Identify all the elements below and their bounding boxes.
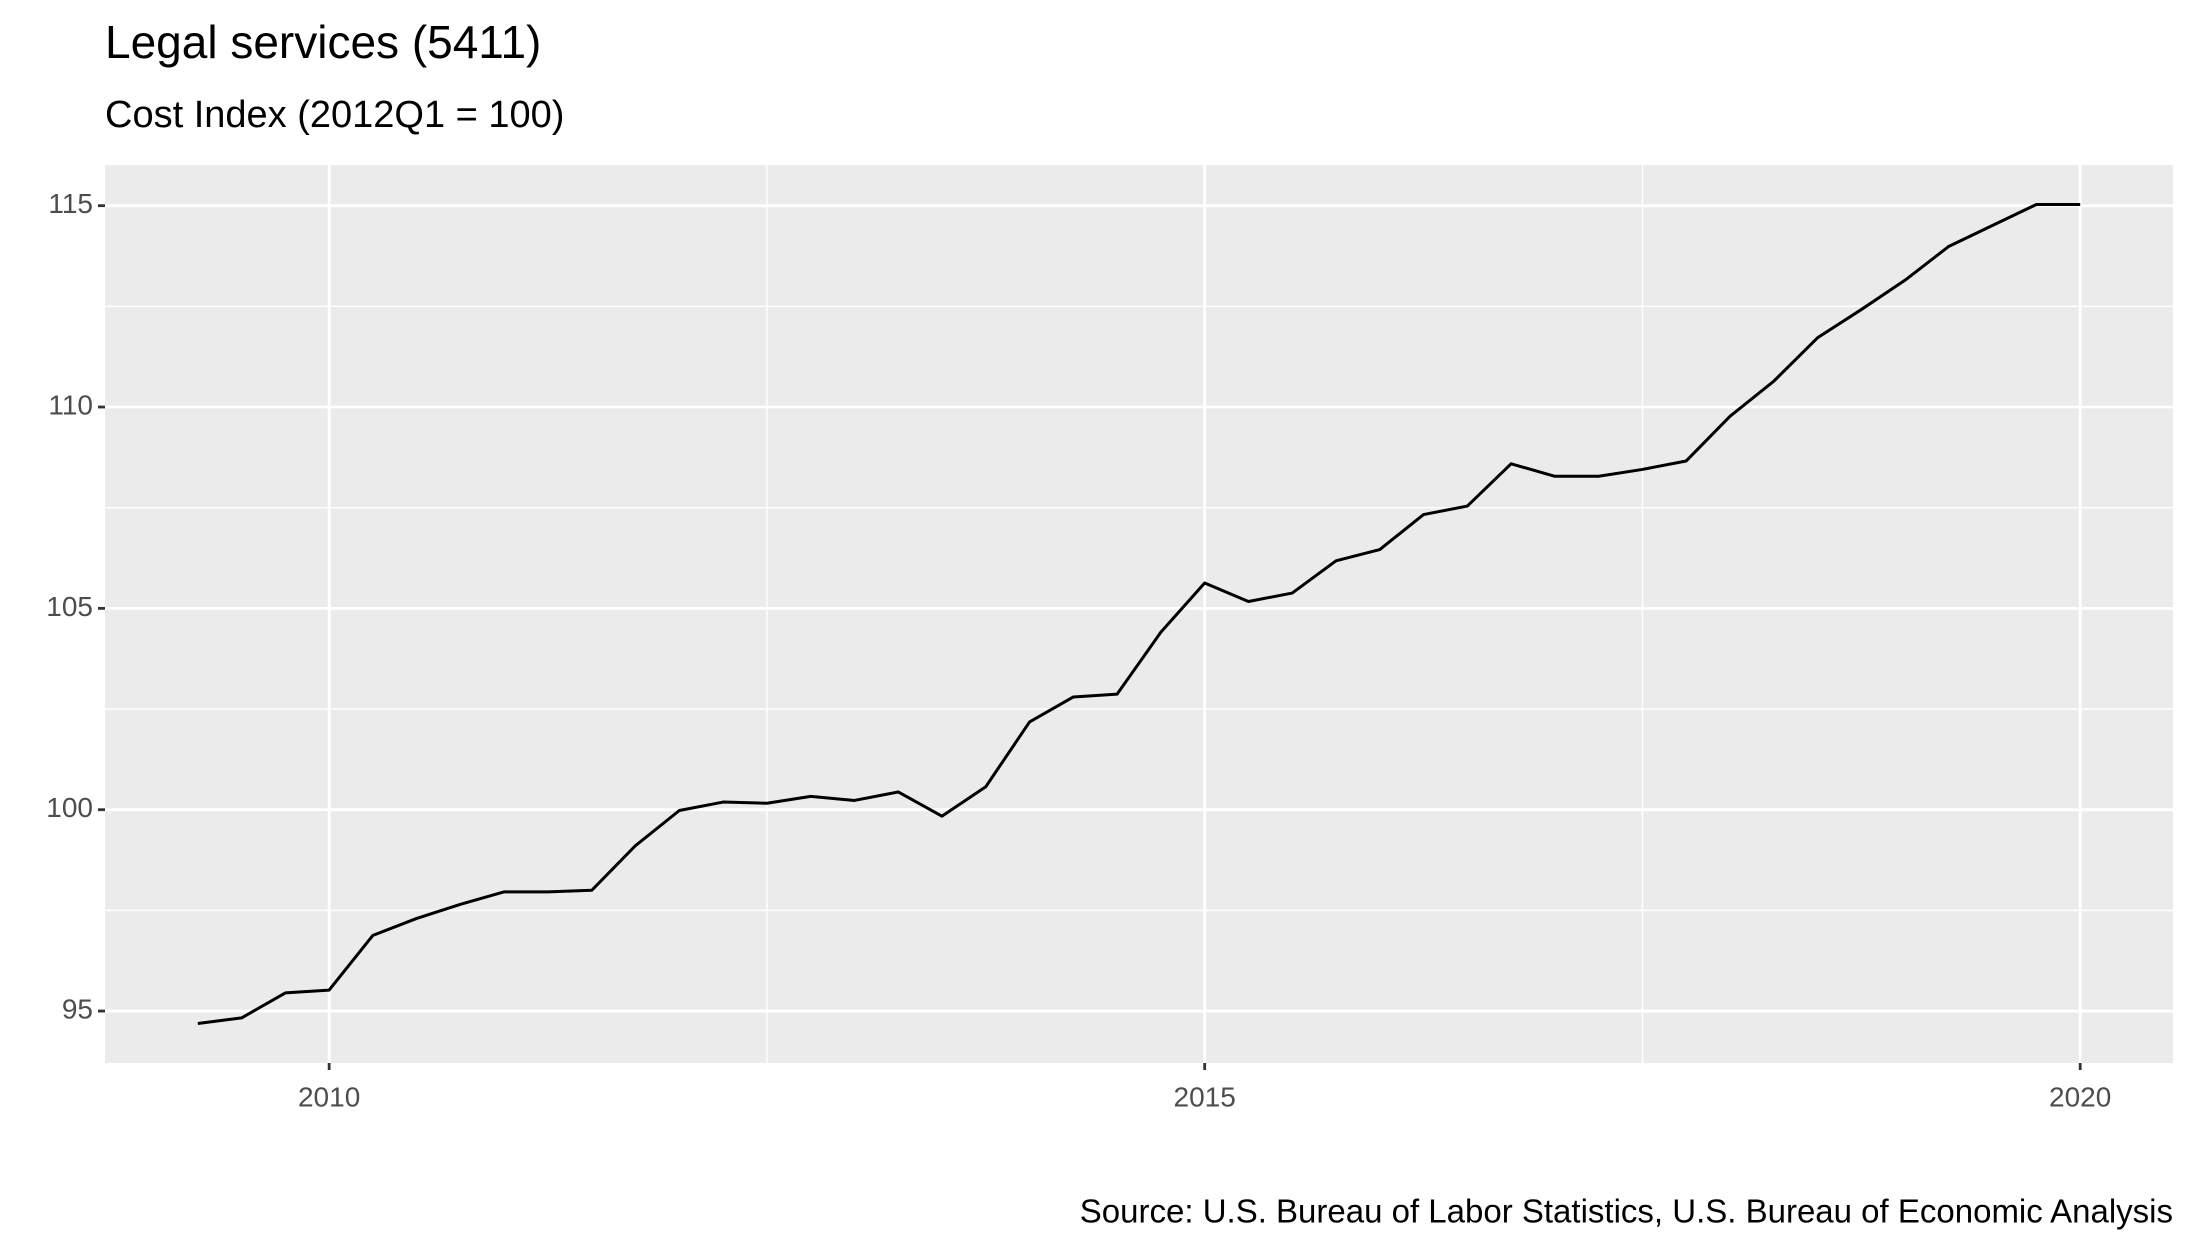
chart-title: Legal services (5411)	[105, 16, 541, 68]
x-tick-label: 2015	[1174, 1081, 1236, 1112]
y-tick-label: 110	[48, 389, 93, 420]
x-tick-label: 2010	[298, 1081, 360, 1112]
y-tick-label: 95	[62, 993, 93, 1024]
source-note: Source: U.S. Bureau of Labor Statistics,…	[1080, 1193, 2173, 1230]
y-tick-label: 105	[46, 591, 93, 622]
y-tick-label: 100	[46, 792, 93, 823]
y-tick-label: 115	[48, 188, 93, 219]
chart-subtitle: Cost Index (2012Q1 = 100)	[105, 94, 564, 136]
plot-panel	[105, 165, 2173, 1063]
x-tick-label: 2020	[2049, 1081, 2111, 1112]
data-line	[197, 202, 2081, 1026]
